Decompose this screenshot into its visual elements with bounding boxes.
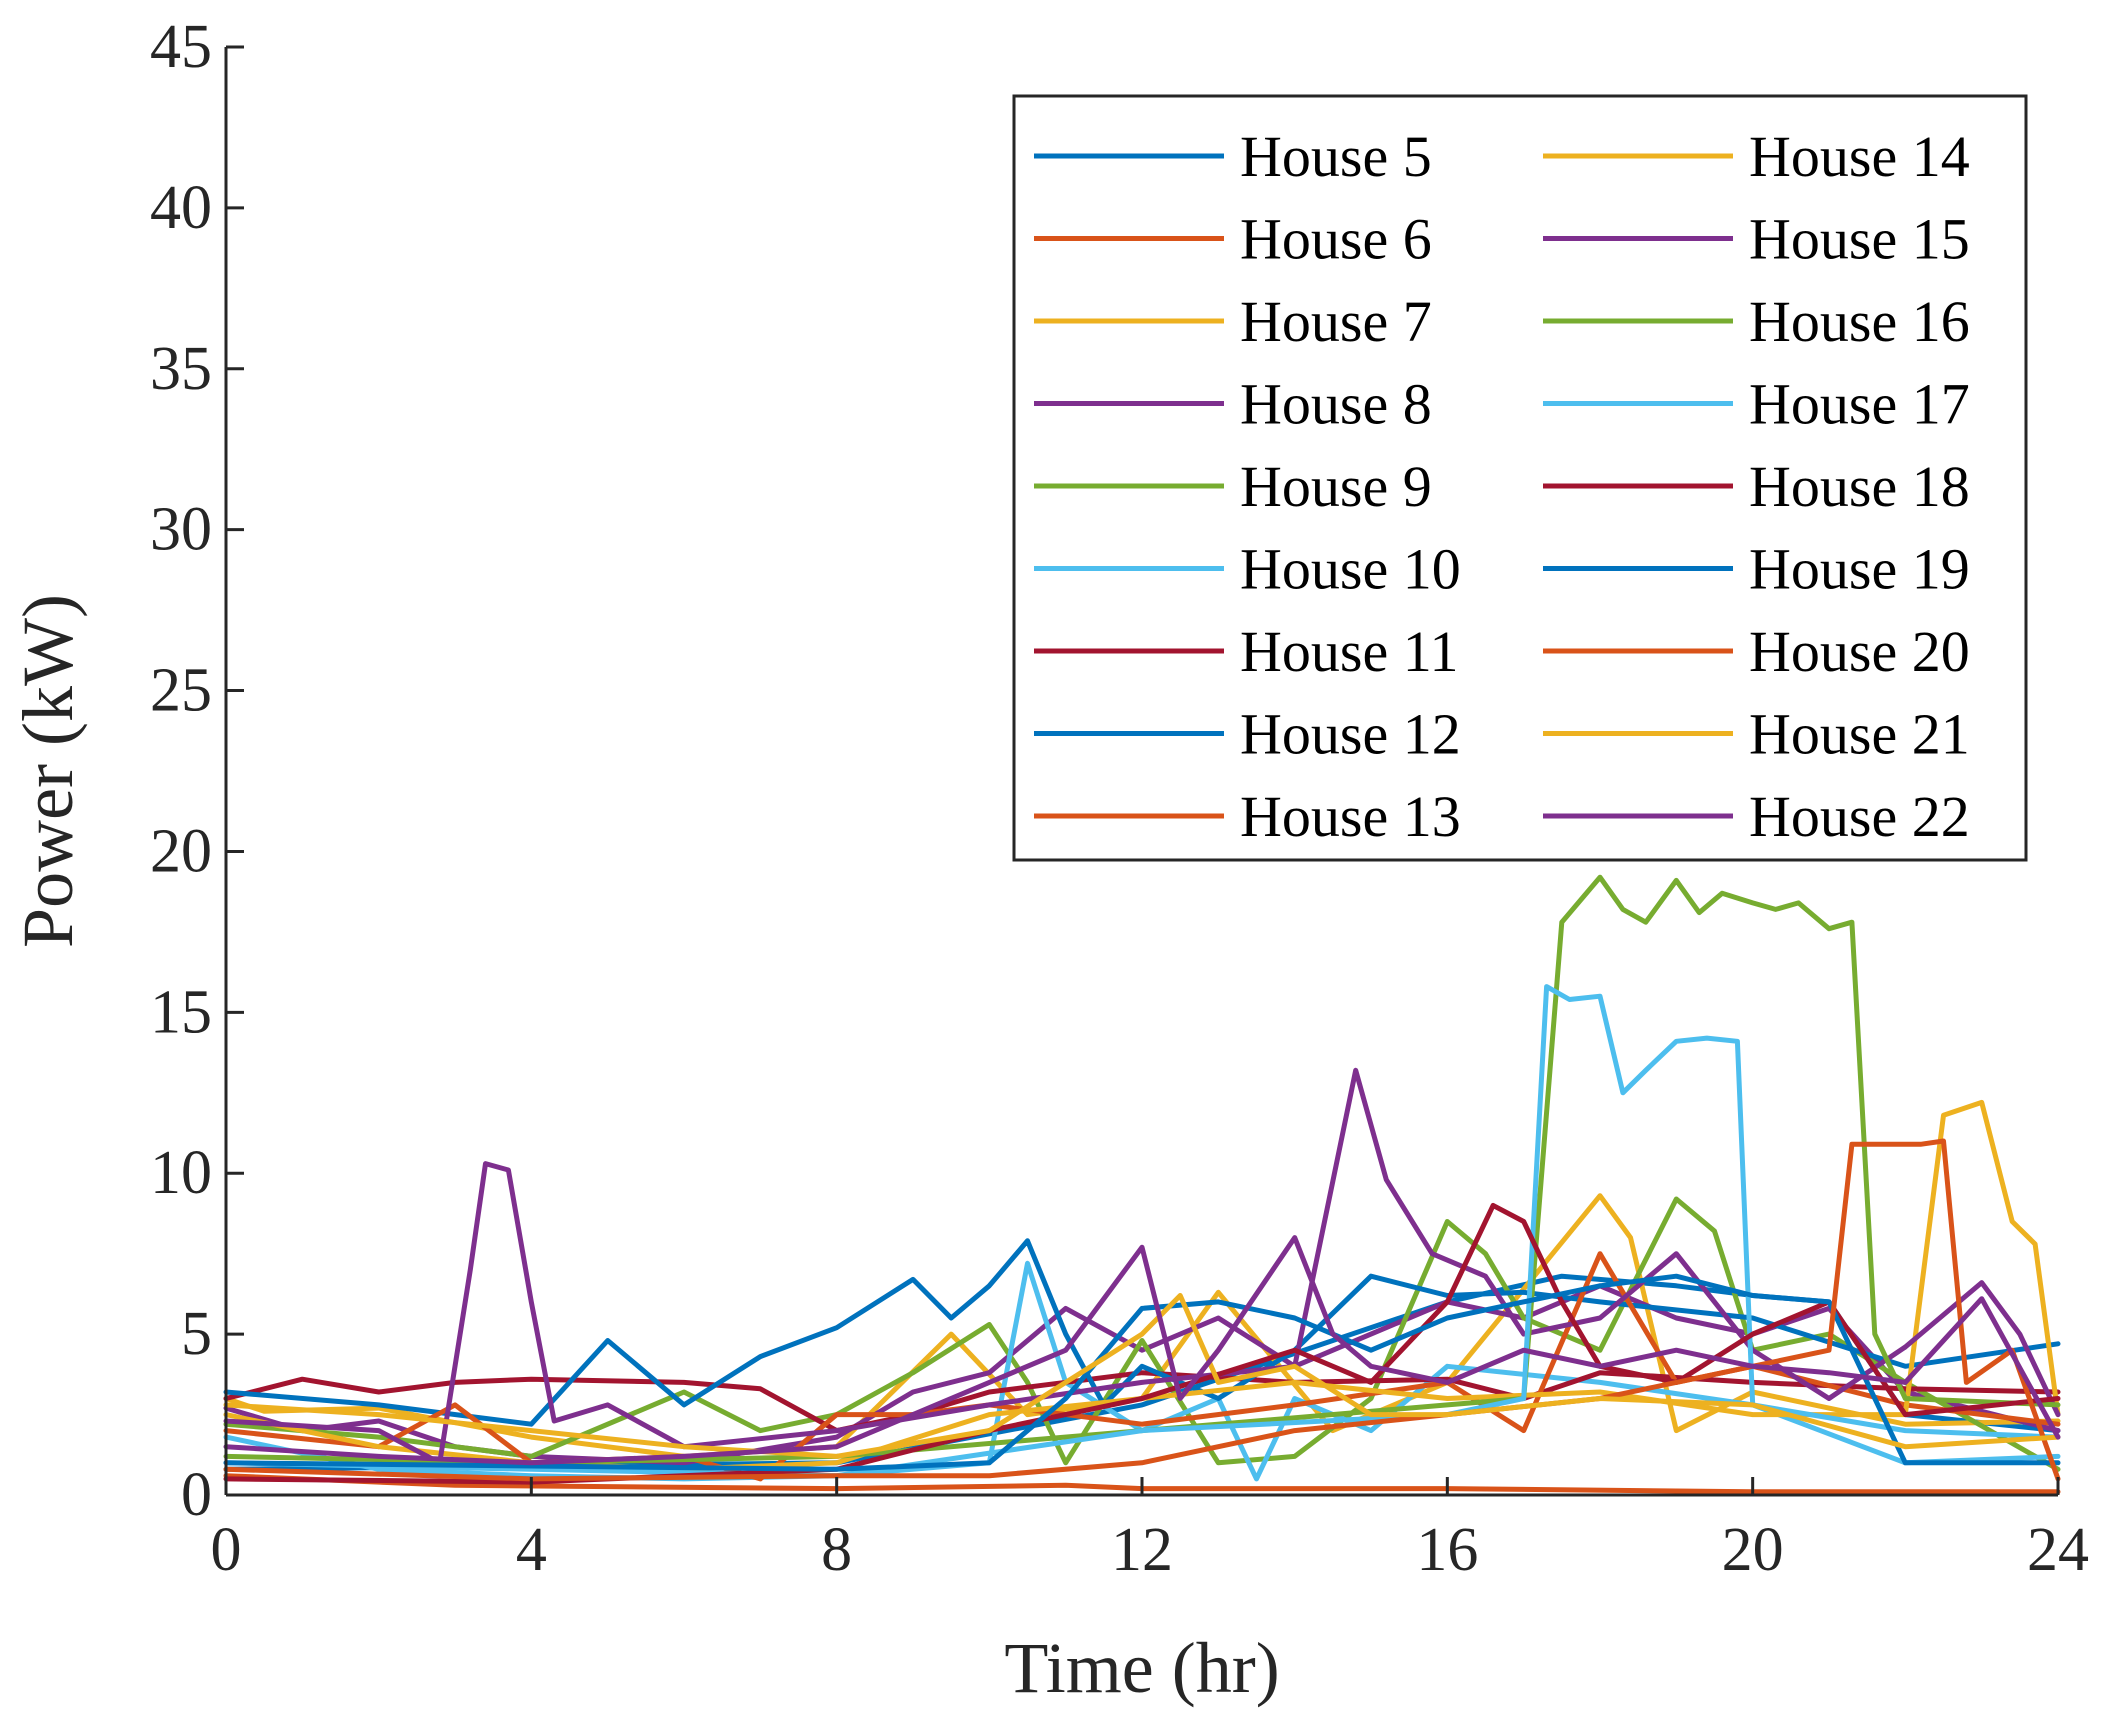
series-line-house-16: [223, 874, 2061, 1466]
legend-label-house-11: House 11: [1240, 619, 1459, 684]
legend-label-house-10: House 10: [1240, 537, 1461, 602]
series-line-house-22: [223, 1235, 2061, 1466]
x-tick-label: 0: [211, 1516, 242, 1584]
series-line-house-18: [223, 1202, 2061, 1485]
legend-label-house-6: House 6: [1240, 207, 1432, 272]
axes-layer: 0 5 10 15 20 25 30 35 40 45 0 4 8 12 16 20 24: [150, 13, 2089, 1584]
x-tick-label: 4: [516, 1516, 547, 1584]
y-tick-label: 35: [150, 335, 212, 403]
series-layer: [223, 874, 2061, 1495]
legend-label-house-7: House 7: [1240, 289, 1432, 354]
x-axis-title: Time (hr): [1004, 1628, 1279, 1708]
legend-label-house-5: House 5: [1240, 124, 1432, 189]
y-tick-label: 25: [150, 657, 212, 725]
y-tick-label: 30: [150, 496, 212, 564]
legend-label-house-12: House 12: [1240, 702, 1461, 767]
y-tick-label: 15: [150, 978, 212, 1046]
x-tick-label: 20: [1722, 1516, 1784, 1584]
series-line-house-7: [223, 1193, 2061, 1459]
y-tick-label: 5: [181, 1300, 212, 1368]
series-line-house-17: [223, 984, 2061, 1479]
series-line-house-9: [223, 1196, 2061, 1472]
x-tick-label: 12: [1111, 1516, 1173, 1584]
y-axis-title: Power (kW): [8, 594, 88, 948]
y-tick-label: 0: [181, 1461, 212, 1529]
legend-label-house-8: House 8: [1240, 372, 1432, 437]
legend-label-house-21: House 21: [1749, 702, 1970, 767]
legend-label-house-17: House 17: [1749, 372, 1970, 437]
series-line-house-21: [223, 1293, 2061, 1459]
y-tick-label: 45: [150, 13, 212, 81]
legend-label-house-20: House 20: [1749, 619, 1970, 684]
legend-label-house-14: House 14: [1749, 124, 1970, 189]
x-tick-label: 24: [2027, 1516, 2089, 1584]
series-line-house-6: [223, 1473, 2061, 1495]
y-tick-label: 40: [150, 174, 212, 242]
legend-label-house-15: House 15: [1749, 207, 1970, 272]
legend-label-house-22: House 22: [1749, 784, 1970, 849]
x-tick-label: 16: [1416, 1516, 1478, 1584]
series-line-house-11: [223, 1370, 2061, 1434]
legend-label-house-9: House 9: [1240, 454, 1432, 519]
x-tick-label: 8: [821, 1516, 852, 1584]
legend-label-house-16: House 16: [1749, 289, 1970, 354]
legend: House 5 House 6 House 7 House 8 House 9 House…: [1012, 94, 2028, 862]
y-tick-label: 20: [150, 817, 212, 885]
legend-label-house-18: House 18: [1749, 454, 1970, 519]
y-tick-label: 10: [150, 1139, 212, 1207]
legend-label-house-19: House 19: [1749, 537, 1970, 602]
legend-label-house-13: House 13: [1240, 784, 1461, 849]
